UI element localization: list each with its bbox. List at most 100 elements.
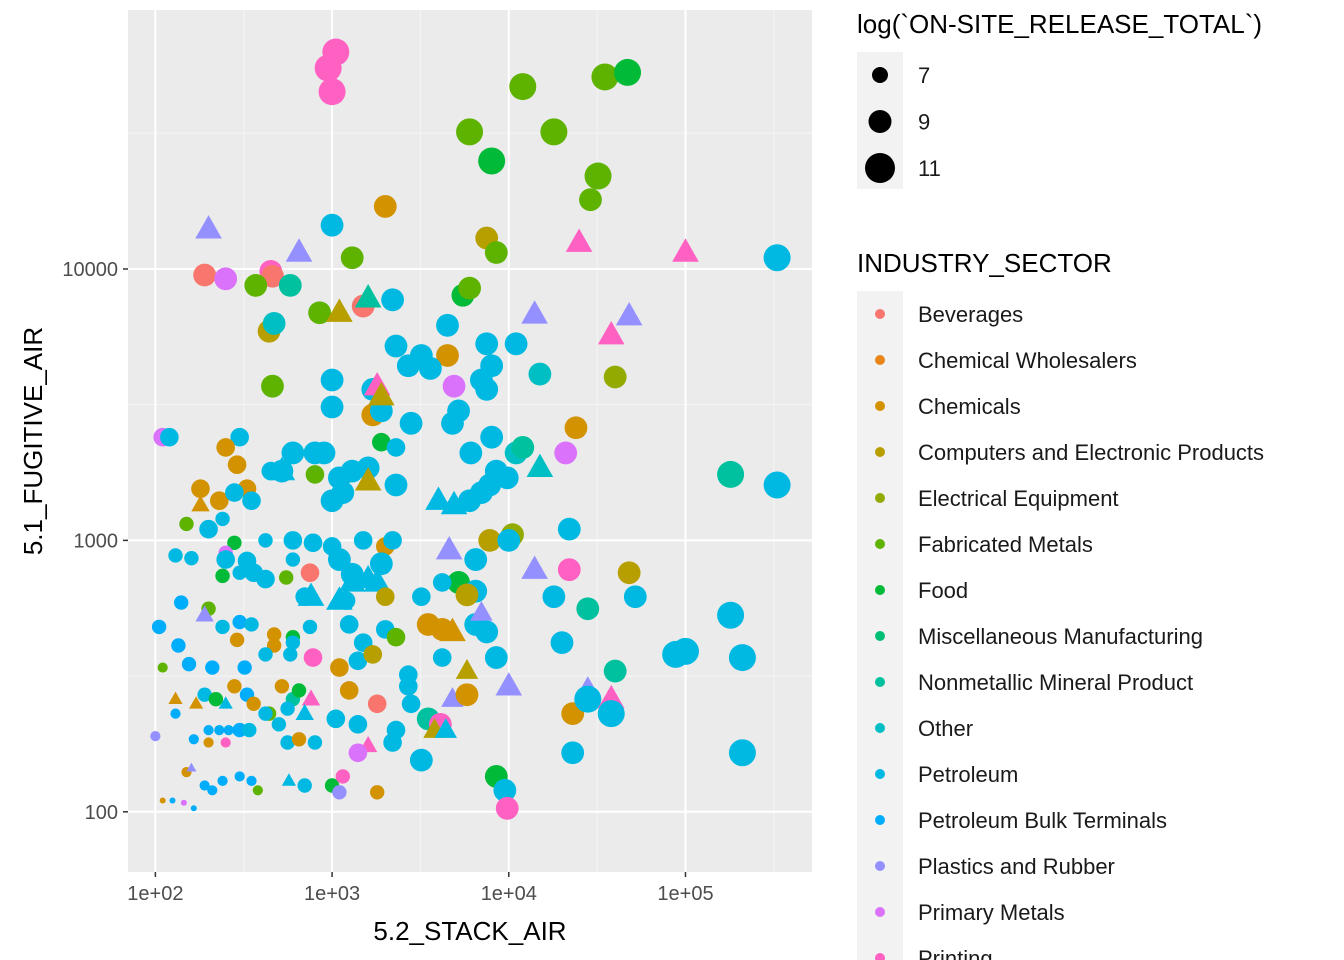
- data-point-triangle: [363, 568, 391, 592]
- data-point: [542, 585, 566, 609]
- data-point: [214, 267, 238, 291]
- data-point: [418, 357, 442, 380]
- data-point-triangle: [326, 298, 353, 322]
- data-point-triangle: [495, 672, 523, 696]
- data-point: [274, 679, 290, 694]
- data-point: [564, 416, 588, 440]
- data-point-triangle: [354, 284, 382, 308]
- data-point: [280, 735, 295, 750]
- color-legend-label: Chemical Wholesalers: [918, 348, 1137, 373]
- data-point: [375, 587, 395, 607]
- data-point: [258, 647, 273, 662]
- data-point-triangle: [168, 691, 183, 705]
- data-point: [307, 735, 323, 750]
- data-point: [386, 627, 406, 647]
- data-point: [373, 195, 397, 218]
- data-point: [237, 660, 252, 675]
- data-point: [384, 473, 408, 497]
- color-legend-label: Chemicals: [918, 394, 1021, 419]
- data-point: [281, 441, 305, 465]
- color-legend-key-bg: [857, 291, 903, 960]
- data-point: [244, 273, 268, 297]
- color-legend-label: Fabricated Metals: [918, 532, 1093, 557]
- x-tick-label: 1e+03: [304, 883, 360, 905]
- data-point: [159, 797, 166, 804]
- data-point: [475, 378, 499, 401]
- color-legend: Beverages Chemical Wholesalers Chemicals Co…: [857, 291, 1264, 960]
- data-point: [181, 656, 197, 672]
- data-point: [340, 246, 364, 270]
- data-point-triangle: [295, 703, 314, 720]
- data-point: [160, 427, 179, 447]
- data-point-triangle: [188, 696, 204, 709]
- data-point: [763, 244, 791, 272]
- data-point: [227, 535, 242, 550]
- color-legend-label: Other: [918, 716, 973, 741]
- data-point: [291, 732, 307, 747]
- data-point: [495, 796, 519, 820]
- x-tick-label: 1e+04: [481, 883, 537, 905]
- data-point: [597, 700, 625, 728]
- data-point: [216, 550, 235, 569]
- size-legend-key: [872, 67, 888, 83]
- data-point: [372, 432, 391, 452]
- data-point: [383, 531, 402, 550]
- data-point: [574, 685, 602, 713]
- data-point-triangle: [326, 586, 353, 610]
- data-point-triangle: [521, 555, 548, 579]
- data-point: [493, 778, 517, 802]
- data-point-triangle: [281, 773, 297, 786]
- grid-lines: [128, 10, 812, 872]
- data-point: [576, 597, 600, 621]
- data-point: [326, 709, 346, 729]
- data-point: [157, 662, 168, 673]
- color-legend-key: [875, 769, 885, 779]
- size-legend: 7 9 11: [857, 52, 941, 189]
- color-legend-key: [875, 309, 885, 319]
- data-point: [278, 570, 294, 585]
- data-point: [554, 441, 578, 465]
- data-point: [399, 411, 423, 435]
- data-point: [412, 587, 431, 607]
- data-point: [561, 741, 585, 765]
- data-point: [383, 733, 402, 752]
- color-legend-label: Food: [918, 578, 968, 603]
- size-legend-title: log(`ON-SITE_RELEASE_TOTAL`): [857, 9, 1262, 39]
- color-legend-key: [875, 815, 885, 825]
- data-point: [318, 78, 346, 106]
- data-point: [232, 565, 247, 580]
- size-legend-label: 7: [918, 63, 930, 88]
- data-point-triangle: [455, 659, 479, 679]
- color-legend-key: [875, 447, 885, 457]
- color-legend-key: [875, 401, 885, 411]
- data-point: [261, 264, 284, 288]
- data-point: [441, 411, 464, 435]
- size-legend-label: 9: [918, 110, 930, 135]
- color-legend-label: Printing: [918, 946, 993, 960]
- data-point-triangle: [285, 238, 313, 262]
- data-point: [478, 473, 502, 497]
- data-point: [348, 651, 368, 671]
- data-point-triangle: [440, 490, 468, 515]
- data-point: [312, 441, 336, 465]
- data-point: [540, 118, 568, 146]
- data-point: [283, 531, 303, 550]
- data-point: [223, 724, 234, 736]
- data-point: [436, 313, 459, 337]
- data-point: [173, 595, 189, 610]
- data-point: [550, 631, 574, 655]
- data-point: [614, 58, 642, 86]
- data-point-triangle: [354, 467, 382, 491]
- data-point-triangle: [218, 696, 233, 709]
- data-point: [271, 717, 287, 732]
- data-point-triangle: [435, 535, 463, 560]
- data-point: [314, 54, 342, 82]
- data-point-triangle: [439, 617, 466, 642]
- data-point: [205, 660, 220, 675]
- x-tick-label: 1e+02: [127, 883, 183, 905]
- data-point: [308, 301, 332, 325]
- data-point: [258, 533, 273, 548]
- data-point-triangle: [470, 601, 493, 621]
- data-point: [303, 648, 323, 667]
